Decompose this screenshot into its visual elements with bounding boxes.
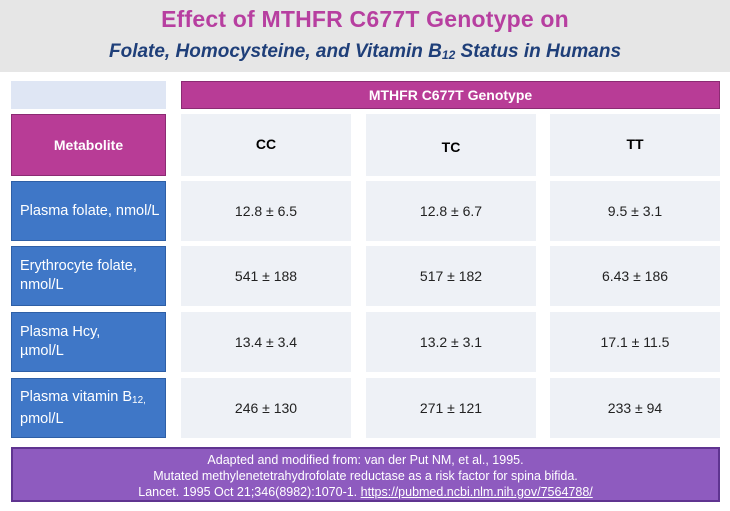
row-label-erythrocyte-folate: Erythrocyte folate, nmol/L <box>11 246 166 306</box>
column-header-cc: CC <box>181 114 351 176</box>
page-title: Effect of MTHFR C677T Genotype on <box>161 6 569 32</box>
row-label-prefix: Plasma vitamin B <box>20 388 133 405</box>
column-header-tc: TC <box>366 114 536 176</box>
page-subtitle: Folate, Homocysteine, and Vitamin B12 St… <box>0 41 730 63</box>
citation-line-1: Adapted and modified from: van der Put N… <box>207 453 524 467</box>
citation-line-2: Mutated methylenetetrahydrofolate reduct… <box>153 469 578 483</box>
table-cell: 246 ± 130 <box>181 378 351 438</box>
row-label-unit: µmol/L <box>20 343 64 359</box>
table-cell: 6.43 ± 186 <box>550 246 720 306</box>
column-header-tt: TT <box>550 114 720 176</box>
row-label-plasma-vitamin-b12: Plasma vitamin B12, pmol/L <box>11 378 166 438</box>
subtitle-suffix: Status in Humans <box>455 41 622 62</box>
row-label-text: Plasma Hcy, µmol/L <box>20 323 100 361</box>
row-label-plasma-folate: Plasma folate, nmol/L <box>11 181 166 241</box>
subtitle-subscript: 12 <box>441 48 456 62</box>
row-label-plasma-hcy: Plasma Hcy, µmol/L <box>11 312 166 372</box>
citation-journal: Lancet. 1995 Oct 21;346(8982):1070-1. <box>138 485 361 499</box>
pubmed-link[interactable]: https://pubmed.ncbi.nlm.nih.gov/7564788/ <box>360 485 593 499</box>
table-cell: 271 ± 121 <box>366 378 536 438</box>
title-banner: Effect of MTHFR C677T Genotype on Folate… <box>0 0 730 72</box>
table-cell: 13.2 ± 3.1 <box>366 312 536 372</box>
table-cell: 9.5 ± 3.1 <box>550 181 720 241</box>
table-cell: 12.8 ± 6.7 <box>366 181 536 241</box>
citation-footer: Adapted and modified from: van der Put N… <box>11 447 720 502</box>
metabolite-header: Metabolite <box>11 114 166 176</box>
row-label-prefix: Plasma Hcy, <box>20 324 101 340</box>
row-label-unit: pmol/L <box>20 410 64 427</box>
table-cell: 517 ± 182 <box>366 246 536 306</box>
row-label-subscript: 12, <box>132 394 146 406</box>
citation-line-3: Lancet. 1995 Oct 21;346(8982):1070-1. ht… <box>13 484 718 500</box>
row-label-text: Plasma vitamin B12, pmol/L <box>20 388 146 429</box>
table-corner-blank <box>11 81 166 109</box>
table-cell: 541 ± 188 <box>181 246 351 306</box>
table-cell: 12.8 ± 6.5 <box>181 181 351 241</box>
subtitle-prefix: Folate, Homocysteine, and Vitamin B <box>108 41 442 62</box>
table-cell: 13.4 ± 3.4 <box>181 312 351 372</box>
genotype-group-header: MTHFR C677T Genotype <box>181 81 720 109</box>
table-cell: 233 ± 94 <box>550 378 720 438</box>
table-cell: 17.1 ± 11.5 <box>550 312 720 372</box>
